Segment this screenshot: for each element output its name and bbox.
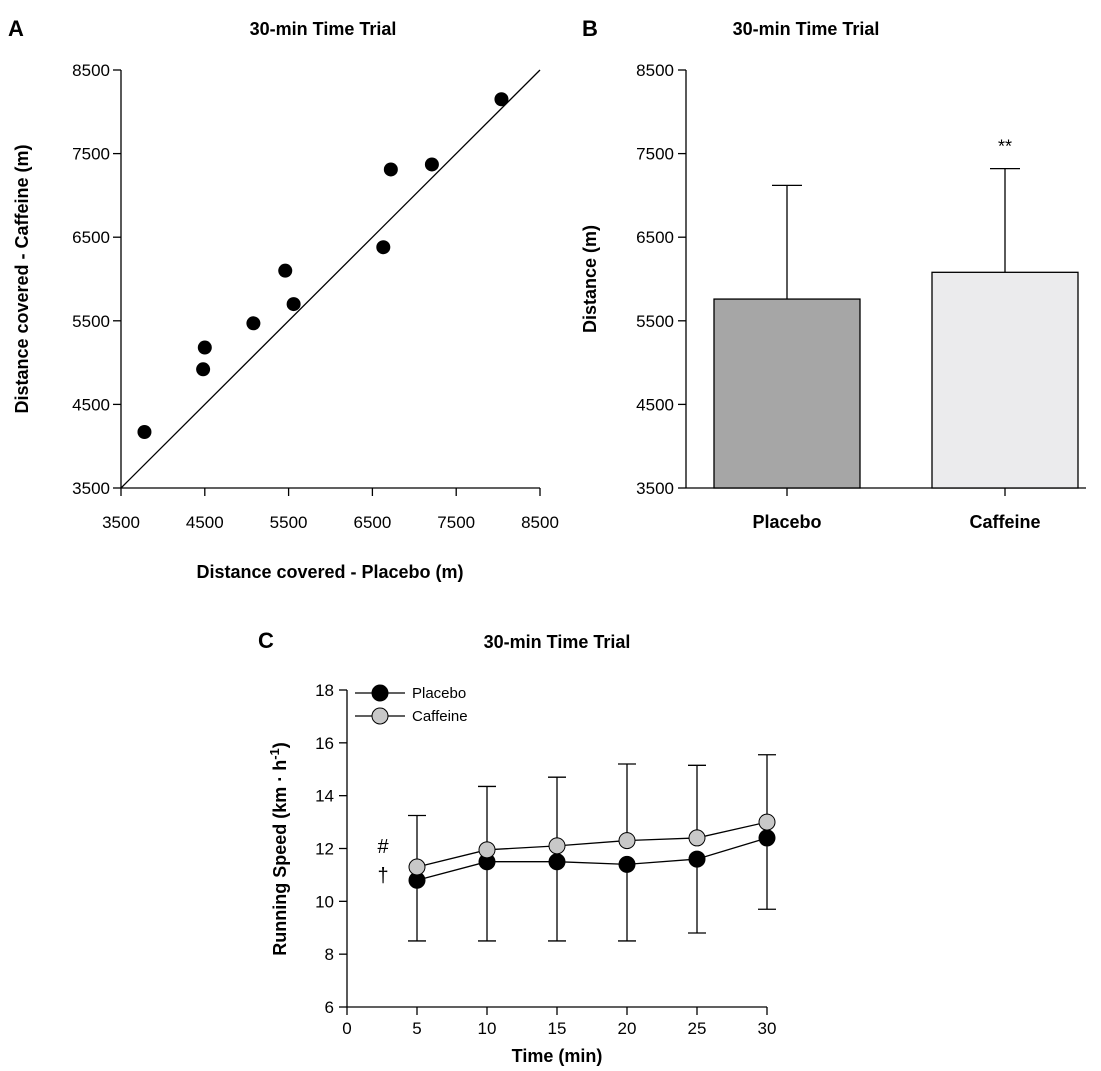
scatter-point — [246, 316, 261, 331]
panel-b-ytick-label: 5500 — [636, 312, 674, 331]
data-point-caffeine — [408, 858, 426, 876]
bar-caffeine — [931, 271, 1079, 489]
panel-a-xtick-label: 8500 — [521, 513, 559, 532]
panel-c-ylabel-main: Running Speed (km · h — [270, 760, 290, 956]
panel-a-ytick-label: 5500 — [72, 312, 110, 331]
panel-b-ytick-label: 3500 — [636, 479, 674, 498]
panel-a-ylabel: Distance covered - Caffeine (m) — [12, 144, 32, 413]
scatter-point — [197, 340, 212, 355]
panel-a-axes — [120, 70, 540, 489]
panel-a-xtick-label: 7500 — [437, 513, 475, 532]
panel-c-x-ticks: 0 5 10 15 20 25 30 — [342, 1007, 776, 1038]
annotation-hash: # — [377, 836, 389, 858]
panel-a-xlabel: Distance covered - Placebo (m) — [196, 562, 463, 582]
panel-c-xtick-label: 10 — [478, 1019, 497, 1038]
panel-c-ytick-label: 14 — [315, 787, 334, 806]
panel-a-points — [137, 92, 509, 439]
panel-c-xlabel: Time (min) — [512, 1046, 603, 1066]
panel-c-ytick-label: 12 — [315, 840, 334, 859]
scatter-point — [383, 162, 398, 177]
panel-c-ytick-label: 16 — [315, 734, 334, 753]
panel-c-xtick-label: 30 — [758, 1019, 777, 1038]
panel-a-ytick-label: 3500 — [72, 479, 110, 498]
panel-a-ytick-label: 8500 — [72, 61, 110, 80]
panel-c-ytick-label: 18 — [315, 681, 334, 700]
panel-b-ytick-label: 4500 — [636, 395, 674, 414]
data-point-placebo — [758, 829, 776, 847]
data-point-placebo — [618, 855, 636, 873]
legend-marker-caffeine — [371, 707, 389, 725]
panel-b-ytick-label: 6500 — [636, 228, 674, 247]
scatter-point — [424, 157, 439, 172]
panel-b-bars: Placebo Caffeine ** — [713, 137, 1079, 532]
panel-b-title: 30-min Time Trial — [733, 19, 880, 39]
panel-b-ytick-label: 8500 — [636, 61, 674, 80]
data-point-caffeine — [618, 832, 636, 850]
panel-a-y-ticks: 3500 4500 5500 6500 7500 8500 — [72, 61, 121, 498]
series-line-placebo — [416, 837, 768, 881]
panel-c-ytick-label: 10 — [315, 892, 334, 911]
panel-a-xtick-label: 4500 — [186, 513, 224, 532]
panel-c-ylabel: Running Speed (km · h-1) — [267, 742, 291, 956]
scatter-point — [286, 297, 301, 312]
panel-c-xtick-label: 0 — [342, 1019, 351, 1038]
panel-a-title: 30-min Time Trial — [250, 19, 397, 39]
panel-c-ylabel-sup: -1 — [267, 748, 282, 760]
panel-a-xtick-label: 3500 — [102, 513, 140, 532]
scatter-point — [196, 362, 211, 377]
panel-c-xtick-label: 15 — [548, 1019, 567, 1038]
panel-c-error-bars — [408, 754, 776, 942]
legend-marker-placebo — [371, 684, 389, 702]
panel-c-ytick-label: 8 — [325, 945, 334, 964]
panel-c-xtick-label: 5 — [412, 1019, 421, 1038]
legend-label-caffeine: Caffeine — [412, 708, 468, 725]
scatter-point — [494, 92, 509, 107]
data-point-placebo — [548, 853, 566, 871]
panel-letter-b: B — [582, 16, 598, 41]
panel-c-xtick-label: 25 — [688, 1019, 707, 1038]
legend-label-placebo: Placebo — [412, 685, 466, 702]
panel-letter-a: A — [8, 16, 24, 41]
data-point-caffeine — [548, 837, 566, 855]
identity-line — [120, 69, 541, 489]
category-label-placebo: Placebo — [752, 512, 821, 532]
panel-a-xtick-label: 5500 — [270, 513, 308, 532]
panel-c-xtick-label: 20 — [618, 1019, 637, 1038]
panel-a-ytick-label: 4500 — [72, 395, 110, 414]
legend: Placebo Caffeine — [355, 684, 468, 725]
scatter-point — [376, 240, 391, 255]
panel-c-title: 30-min Time Trial — [484, 632, 631, 652]
panel-c-lines — [416, 821, 768, 881]
panel-a: A 30-min Time Trial 3500 4500 5500 6500 7500… — [8, 16, 559, 582]
panel-c-ylabel-close: ) — [270, 742, 290, 748]
data-point-caffeine — [478, 841, 496, 859]
category-label-caffeine: Caffeine — [969, 512, 1040, 532]
panel-c-y-ticks: 6 8 10 12 14 16 18 — [315, 681, 347, 1017]
panel-c-points — [408, 813, 776, 889]
bar-placebo — [713, 298, 861, 489]
panel-b-ytick-label: 7500 — [636, 145, 674, 164]
series-line-caffeine — [416, 821, 768, 868]
panel-c: C 30-min Time Trial 6 8 10 12 14 16 18 0 5 10 15 2… — [258, 628, 776, 1066]
panel-b-ylabel: Distance (m) — [580, 225, 600, 333]
panel-a-x-ticks: 3500 4500 5500 6500 7500 8500 — [102, 488, 559, 532]
scatter-point — [278, 263, 293, 278]
panel-letter-c: C — [258, 628, 274, 653]
panel-b-y-ticks: 3500 4500 5500 6500 7500 8500 — [636, 61, 686, 498]
panel-a-xtick-label: 6500 — [353, 513, 391, 532]
scatter-point — [137, 424, 152, 439]
data-point-placebo — [688, 850, 706, 868]
panel-a-ytick-label: 7500 — [72, 145, 110, 164]
panel-b: B 30-min Time Trial 3500 4500 5500 6500 7500… — [580, 16, 1086, 532]
significance-marker: ** — [998, 137, 1012, 157]
panel-a-ytick-label: 6500 — [72, 228, 110, 247]
data-point-caffeine — [758, 813, 776, 831]
panel-c-ytick-label: 6 — [325, 998, 334, 1017]
data-point-caffeine — [688, 829, 706, 847]
annotation-dagger: † — [377, 865, 388, 887]
